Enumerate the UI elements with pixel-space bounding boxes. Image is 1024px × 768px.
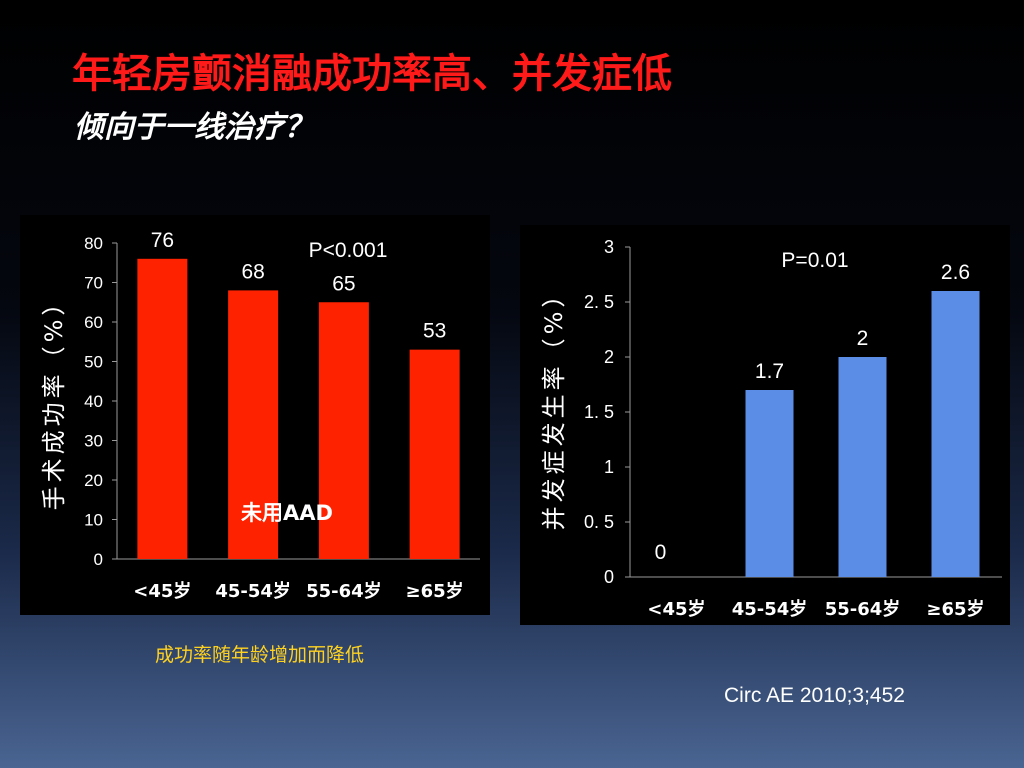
- success-rate-chart-svg: 0 10 20 30 40 50 60 70 80 76 <45岁 68 45-54岁 65 55-64岁 5…: [40, 229, 480, 602]
- chart-1-category-label: 45-54岁: [215, 580, 291, 602]
- chart-1-category-label: 55-64岁: [306, 580, 382, 602]
- chart-1-data-label: 65: [332, 272, 355, 295]
- chart-2-data-label: 0: [655, 541, 667, 564]
- chart-2-bar: [931, 291, 980, 577]
- chart-1-annotation: 未用AAD: [241, 501, 333, 525]
- chart-2-y-tick-label: 0. 5: [584, 512, 614, 532]
- chart-2-bar: [745, 390, 794, 577]
- chart-2-y-axis-label: 并发症发生率（%）: [540, 280, 568, 531]
- chart-2-y-tick-label: 1. 5: [584, 402, 614, 422]
- chart-1-bar: [228, 290, 279, 559]
- chart-2-y-tick-label: 2: [604, 347, 614, 367]
- slide-title: 年轻房颤消融成功率高、并发症低: [72, 51, 672, 97]
- complication-rate-chart: 0 0. 5 1 1. 5 2 2. 5 3 0 <45岁 1.7 45-54岁 2 55-64岁 2.6…: [520, 225, 1010, 625]
- chart-1-y-tick-label: 70: [84, 274, 103, 293]
- chart-2-bar: [838, 357, 887, 577]
- chart-1-y-tick-label: 20: [84, 471, 103, 490]
- chart-1-data-label: 68: [241, 260, 264, 283]
- chart-1-data-label: 76: [151, 229, 174, 252]
- chart-1-data-label: 53: [423, 320, 446, 343]
- citation: Circ AE 2010;3;452: [724, 684, 905, 707]
- chart-1-bar: [409, 349, 460, 559]
- slide-subtitle: 倾向于一线治疗？: [74, 110, 314, 145]
- chart-1-y-tick-label: 60: [84, 313, 103, 332]
- chart-caption: 成功率随年龄增加而降低: [155, 644, 365, 666]
- chart-2-category-label: <45岁: [647, 598, 705, 620]
- success-rate-chart: 0 10 20 30 40 50 60 70 80 76 <45岁 68 45-54岁 65 55-64岁 5…: [20, 215, 490, 615]
- chart-2-category-label: 55-64岁: [825, 598, 901, 620]
- chart-1-y-tick-label: 30: [84, 432, 103, 451]
- chart-1-y-tick-label: 40: [84, 392, 103, 411]
- chart-1-category-label: <45岁: [133, 580, 191, 602]
- chart-1-y-tick-label: 10: [84, 511, 103, 530]
- chart-1-y-tick-label: 0: [94, 550, 103, 569]
- chart-2-y-tick-label: 3: [604, 237, 614, 257]
- chart-1-bar: [318, 302, 369, 559]
- chart-2-category-label: ≥65岁: [926, 598, 984, 620]
- chart-2-data-label: 2.6: [941, 261, 970, 284]
- chart-1-y-tick-label: 80: [84, 234, 103, 253]
- chart-2-data-label: 2: [857, 327, 869, 350]
- chart-1-category-label: ≥65岁: [406, 580, 464, 602]
- chart-2-data-label: 1.7: [755, 360, 784, 383]
- chart-2-y-tick-label: 1: [604, 457, 614, 477]
- chart-1-y-tick-label: 50: [84, 353, 103, 372]
- chart-1-bar: [137, 258, 188, 559]
- chart-1-annotation: P<0.001: [309, 239, 388, 262]
- chart-2-y-tick-label: 2. 5: [584, 292, 614, 312]
- chart-2-annotation: P=0.01: [781, 249, 848, 272]
- chart-1-y-axis-label: 手术成功率（%）: [40, 288, 68, 511]
- chart-2-category-label: 45-54岁: [732, 598, 808, 620]
- chart-2-y-tick-label: 0: [604, 567, 614, 587]
- complication-rate-chart-svg: 0 0. 5 1 1. 5 2 2. 5 3 0 <45岁 1.7 45-54岁 2 55-64岁 2.6…: [540, 237, 1002, 620]
